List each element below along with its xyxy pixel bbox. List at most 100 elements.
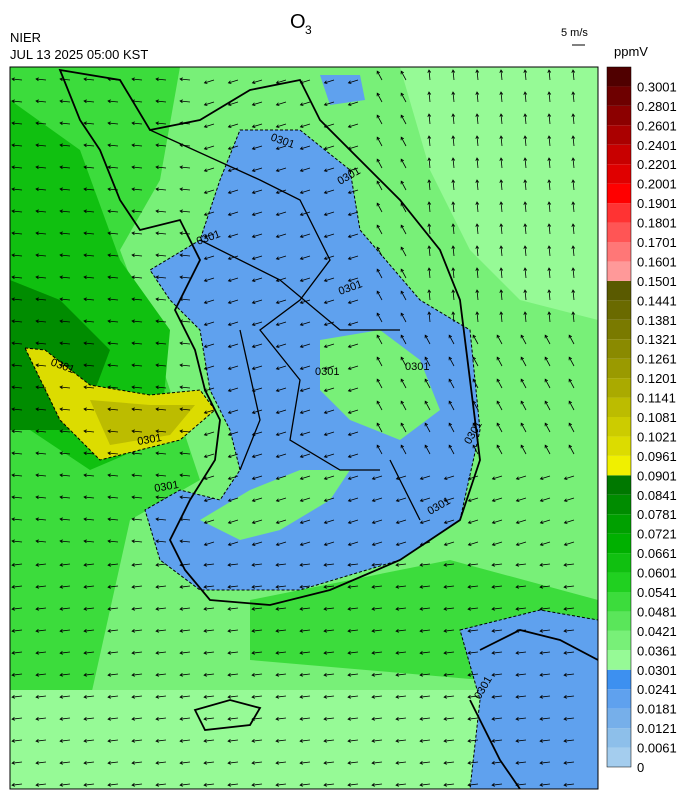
wind-arrow	[107, 187, 119, 192]
wind-arrow	[323, 189, 335, 195]
wind-arrow	[299, 519, 311, 525]
wind-arrow	[227, 211, 239, 217]
wind-arrow	[427, 201, 432, 213]
wind-arrow	[347, 79, 359, 85]
wind-arrow	[563, 629, 575, 633]
wind-arrow	[299, 717, 311, 721]
wind-arrow	[539, 629, 551, 633]
wind-arrow	[35, 363, 47, 368]
wind-arrow	[451, 311, 456, 323]
wind-arrow	[275, 761, 287, 765]
wind-arrow	[131, 253, 143, 258]
wind-arrow	[275, 541, 287, 547]
wind-arrow	[83, 319, 95, 324]
wind-arrow	[443, 475, 455, 481]
wind-arrow	[347, 475, 359, 481]
wind-arrow	[59, 539, 71, 544]
wind-arrow	[523, 113, 528, 125]
wind-arrow	[539, 563, 551, 567]
wind-arrow	[400, 268, 407, 279]
wind-arrow	[155, 539, 167, 544]
colorbar: 0 0.0061 0.0121 0.0181 0.0241 0.0301 0.0361 0.0…	[606, 66, 677, 775]
wind-arrow	[251, 255, 263, 261]
wind-arrow	[275, 321, 287, 327]
ozone-low-region	[144, 129, 481, 591]
wind-arrow	[107, 495, 119, 500]
wind-arrow	[179, 231, 191, 236]
wind-arrow	[395, 585, 407, 589]
wind-arrow	[131, 99, 143, 104]
wind-arrow	[251, 695, 263, 699]
wind-arrow	[475, 311, 480, 323]
wind-arrow	[568, 334, 575, 345]
wind-arrow	[83, 253, 95, 258]
wind-arrow	[515, 585, 527, 589]
wind-arrow	[203, 541, 215, 547]
wind-arrow	[35, 187, 47, 192]
wind-arrow	[347, 123, 359, 129]
colorbar-tick-label: 0.1381	[637, 313, 677, 328]
wind-arrow	[275, 563, 287, 567]
wind-arrow	[83, 231, 95, 236]
wind-arrow	[347, 321, 359, 327]
wind-arrow	[467, 541, 479, 547]
wind-arrow	[496, 444, 503, 455]
wind-arrow	[203, 123, 215, 129]
wind-arrow	[35, 209, 47, 214]
ozone-low-japan	[459, 609, 598, 789]
wind-arrow	[227, 123, 239, 129]
wind-arrow	[35, 717, 47, 721]
wind-arrow	[400, 400, 407, 411]
colorbar-box	[607, 339, 631, 359]
wind-arrow	[376, 158, 383, 169]
wind-arrow	[376, 400, 383, 411]
wind-arrow	[251, 475, 263, 481]
colorbar-tick-label: 0.1141	[637, 391, 676, 406]
wind-arrow	[35, 319, 47, 324]
wind-arrow	[499, 69, 504, 81]
wind-arrow	[299, 233, 311, 239]
wind-arrow	[424, 356, 431, 367]
wind-arrow	[496, 356, 503, 367]
colorbar-box	[607, 494, 631, 515]
wind-arrow	[11, 473, 23, 478]
wind-arrow	[227, 431, 239, 437]
wind-arrow	[376, 334, 383, 345]
colorbar-tick-label: 0.1021	[637, 429, 677, 444]
wind-arrow	[419, 563, 431, 567]
wind-arrow	[451, 223, 456, 235]
wind-arrow	[544, 422, 551, 433]
wind-arrow	[179, 143, 191, 148]
wind-arrow	[347, 167, 359, 173]
wind-arrow	[179, 363, 191, 368]
wind-arrow	[371, 563, 383, 567]
wind-arrow	[347, 233, 359, 239]
wind-arrow	[400, 180, 407, 191]
wind-arrow	[347, 299, 359, 305]
wind-arrow	[59, 385, 71, 390]
wind-arrow	[227, 695, 239, 699]
wind-arrow	[227, 365, 239, 371]
agency: NIER	[10, 30, 41, 45]
wind-arrow	[515, 563, 527, 567]
wind-arrow	[451, 179, 456, 191]
wind-arrow	[59, 319, 71, 324]
wind-arrow	[491, 541, 503, 547]
wind-arrow	[376, 268, 383, 279]
wind-arrow	[11, 717, 23, 721]
wind-arrow	[107, 253, 119, 258]
wind-arrow	[451, 201, 456, 213]
wind-arrow	[376, 290, 383, 301]
colorbar-tick-label: 0.1321	[637, 332, 677, 347]
wind-arrow	[107, 275, 119, 280]
wind-arrow	[323, 585, 335, 589]
wind-arrow	[563, 585, 575, 589]
ozone-high-core	[90, 400, 195, 445]
wind-arrow	[539, 585, 551, 589]
wind-arrow	[155, 695, 167, 699]
wind-arrow	[83, 495, 95, 500]
wind-arrow	[131, 783, 143, 787]
wind-arrow	[475, 289, 480, 301]
wind-arrow	[571, 201, 576, 213]
wind-arrow	[443, 761, 455, 765]
